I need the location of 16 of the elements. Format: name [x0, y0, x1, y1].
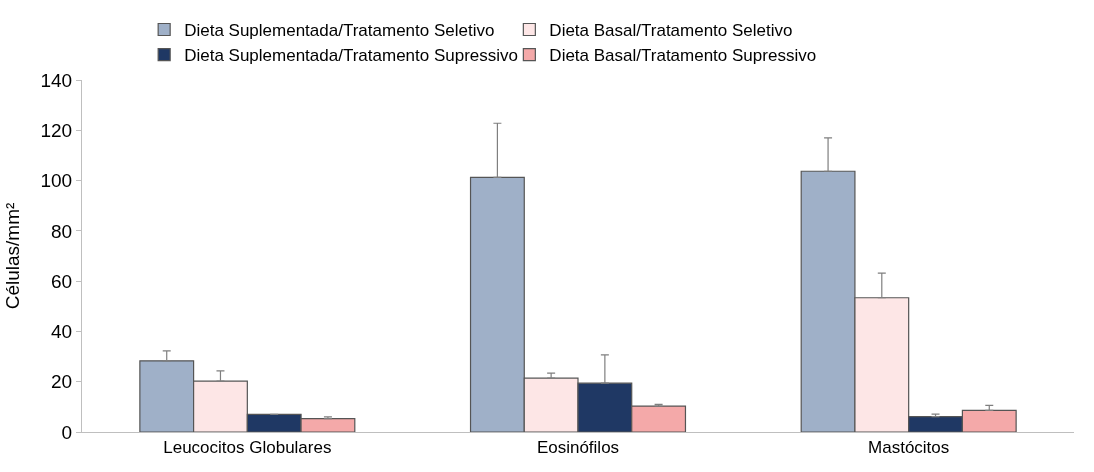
- y-tick-label: 120: [40, 119, 73, 141]
- x-tick-label: Eosinófilos: [536, 438, 620, 458]
- legend-label: Dieta Suplementada/Tratamento Seletivo: [184, 21, 495, 41]
- y-tick-label: 140: [40, 69, 73, 91]
- legend-label: Dieta Suplementada/Tratamento Supressivo: [184, 46, 519, 66]
- legend-label: Dieta Basal/Tratamento Supressivo: [549, 46, 817, 66]
- x-tick-label: Mastócitos: [868, 438, 950, 458]
- y-tick-label: 100: [40, 170, 73, 192]
- y-axis-title: Células/mm²: [2, 202, 24, 310]
- y-tick-label: 60: [51, 270, 73, 292]
- x-tick-label: Leucocitos Globulares: [163, 438, 332, 458]
- y-tick-label: 80: [51, 220, 73, 242]
- y-tick-label: 20: [51, 371, 73, 393]
- y-tick-label: 40: [51, 321, 73, 343]
- y-tick-label: 0: [61, 421, 73, 443]
- legend-label: Dieta Basal/Tratamento Seletivo: [549, 21, 793, 41]
